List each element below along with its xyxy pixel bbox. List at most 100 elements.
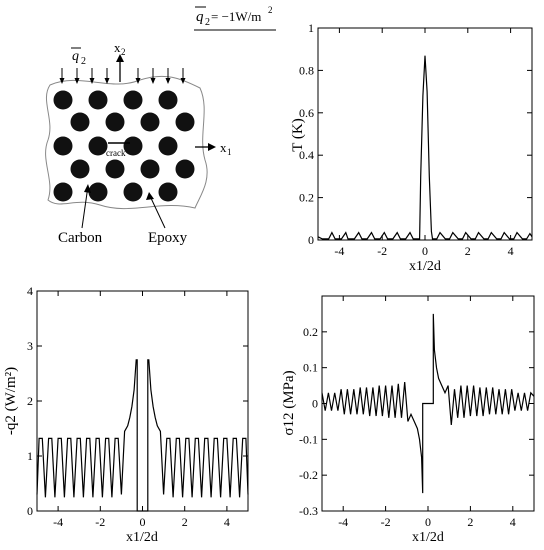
- load-label-sup: 2: [268, 5, 273, 15]
- x-tick-label: 0: [140, 515, 146, 529]
- y-tick-label: 0: [308, 233, 314, 247]
- x-tick-label: -4: [338, 515, 348, 529]
- y-tick-label: 0.6: [299, 106, 314, 120]
- load-label: q 2 = −1W/m 2: [194, 5, 276, 31]
- x-tick-label: 0: [422, 244, 428, 258]
- y-tick-label: -0.2: [299, 468, 318, 482]
- crack-label: crack: [106, 148, 126, 158]
- x1-axis-label: x: [220, 140, 227, 155]
- y-tick-label: 0.4: [299, 148, 314, 162]
- y-tick-label: 0.1: [303, 361, 318, 375]
- x1-arrowhead: [208, 143, 216, 151]
- epoxy-pointer: [149, 195, 166, 229]
- heat-flux-plot: -4 -2 0 2 4 0 1 2 3 4 -q2 (W/m²) x1/2d: [3, 284, 249, 545]
- x-tick-label: -2: [381, 515, 391, 529]
- epoxy-pointer-head: [146, 192, 154, 200]
- flux-arrowhead: [150, 78, 156, 84]
- heat-flux-series-line: [36, 359, 249, 512]
- temperature-plot: -4 -2 0 2 4 0 0.2 0.4 0.6 0.8 1 T (K) x1/2d: [290, 21, 533, 274]
- carbon-pointer: [81, 185, 89, 229]
- carbon-label: Carbon: [58, 230, 103, 246]
- flux-arrowhead: [165, 78, 171, 84]
- carbon-fiber: [70, 112, 90, 132]
- x-tick-label: 4: [224, 515, 230, 529]
- carbon-fibers: [53, 90, 195, 202]
- carbon-fiber: [140, 159, 160, 179]
- carbon-fiber: [158, 182, 178, 202]
- temperature-ylabel: T (K): [290, 118, 306, 151]
- carbon-fiber: [123, 90, 143, 110]
- heat-flux-plot-frame: [36, 290, 249, 512]
- carbon-fiber: [70, 159, 90, 179]
- carbon-fiber: [175, 159, 195, 179]
- x-tick-label: -2: [95, 515, 105, 529]
- carbon-fiber: [53, 136, 73, 156]
- y-tick-label: 2: [27, 394, 33, 408]
- x-tick-label: 4: [508, 244, 514, 258]
- x-tick-label: 2: [467, 515, 473, 529]
- x-tick-label: -2: [377, 244, 387, 258]
- carbon-fiber: [105, 112, 125, 132]
- shear-stress-plot-ticks: -4 -2 0 2 4 -0.3 -0.2 -0.1 0 0.1 0.2: [299, 296, 534, 529]
- y-tick-label: 3: [27, 339, 33, 353]
- carbon-fiber: [158, 90, 178, 110]
- carbon-fiber: [88, 136, 108, 156]
- x-tick-label: 2: [465, 244, 471, 258]
- y-tick-label: 1: [308, 21, 314, 35]
- load-label-sub: 2: [205, 17, 210, 28]
- load-label-main: q: [196, 9, 204, 25]
- carbon-fiber: [53, 90, 73, 110]
- carbon-fiber: [175, 112, 195, 132]
- x-tick-label: -4: [53, 515, 63, 529]
- x-tick-label: 0: [425, 515, 431, 529]
- temperature-xlabel: x1/2d: [409, 259, 441, 274]
- y-tick-label: 4: [27, 284, 33, 298]
- temperature-series-line: [317, 55, 533, 240]
- flux-arrowhead: [135, 78, 141, 84]
- y-tick-label: 0.8: [299, 63, 314, 77]
- carbon-fiber: [123, 182, 143, 202]
- flux-arrowhead: [180, 78, 186, 84]
- flux-arrows: [59, 68, 186, 84]
- heat-flux-plot-ticks: -4 -2 0 2 4 0 1 2 3 4: [27, 284, 248, 529]
- temperature-plot-ticks: -4 -2 0 2 4 0 0.2 0.4 0.6 0.8 1: [299, 21, 532, 258]
- y-tick-label: -0.3: [299, 504, 318, 518]
- x-tick-label: 4: [510, 515, 516, 529]
- shear-stress-xlabel: x1/2d: [412, 530, 444, 545]
- shear-stress-plot: -4 -2 0 2 4 -0.3 -0.2 -0.1 0 0.1 0.2 σ12 (MPa) x1/…: [281, 295, 535, 545]
- x2-arrowhead: [116, 54, 124, 62]
- flux-arrowhead: [74, 78, 80, 84]
- carbon-fiber: [105, 159, 125, 179]
- flux-label-sub: 2: [81, 56, 86, 67]
- carbon-fiber: [140, 112, 160, 132]
- x2-axis-sub: 2: [121, 47, 126, 57]
- y-tick-label: 1: [27, 449, 33, 463]
- carbon-fiber: [88, 90, 108, 110]
- heat-flux-ylabel: -q2 (W/m²): [3, 367, 19, 435]
- carbon-fiber: [158, 136, 178, 156]
- epoxy-label: Epoxy: [148, 230, 188, 246]
- flux-arrowhead: [89, 78, 95, 84]
- flux-arrowhead: [59, 78, 65, 84]
- x-tick-label: -4: [334, 244, 344, 258]
- carbon-fiber: [88, 182, 108, 202]
- carbon-fiber: [53, 182, 73, 202]
- x1-axis-sub: 1: [227, 147, 232, 157]
- shear-stress-series-line: [321, 313, 535, 494]
- carbon-fiber: [123, 136, 143, 156]
- carbon-pointer-head: [84, 184, 91, 193]
- heat-flux-xlabel: x1/2d: [126, 530, 158, 545]
- y-tick-label: 0: [312, 397, 318, 411]
- y-tick-label: 0.2: [303, 325, 318, 339]
- x-tick-label: 2: [182, 515, 188, 529]
- y-tick-label: 0.2: [299, 191, 314, 205]
- y-tick-label: -0.1: [299, 432, 318, 446]
- x2-axis-label: x: [114, 40, 121, 55]
- y-tick-label: 0: [27, 504, 33, 518]
- shear-stress-ylabel: σ12 (MPa): [281, 370, 297, 435]
- flux-label: q: [72, 49, 79, 64]
- flux-arrowhead: [104, 78, 110, 84]
- composite-schematic: q 2 x 2 x 1 crack Carbon Epoxy: [45, 40, 232, 246]
- load-label-eq: = −1W/m: [211, 9, 261, 24]
